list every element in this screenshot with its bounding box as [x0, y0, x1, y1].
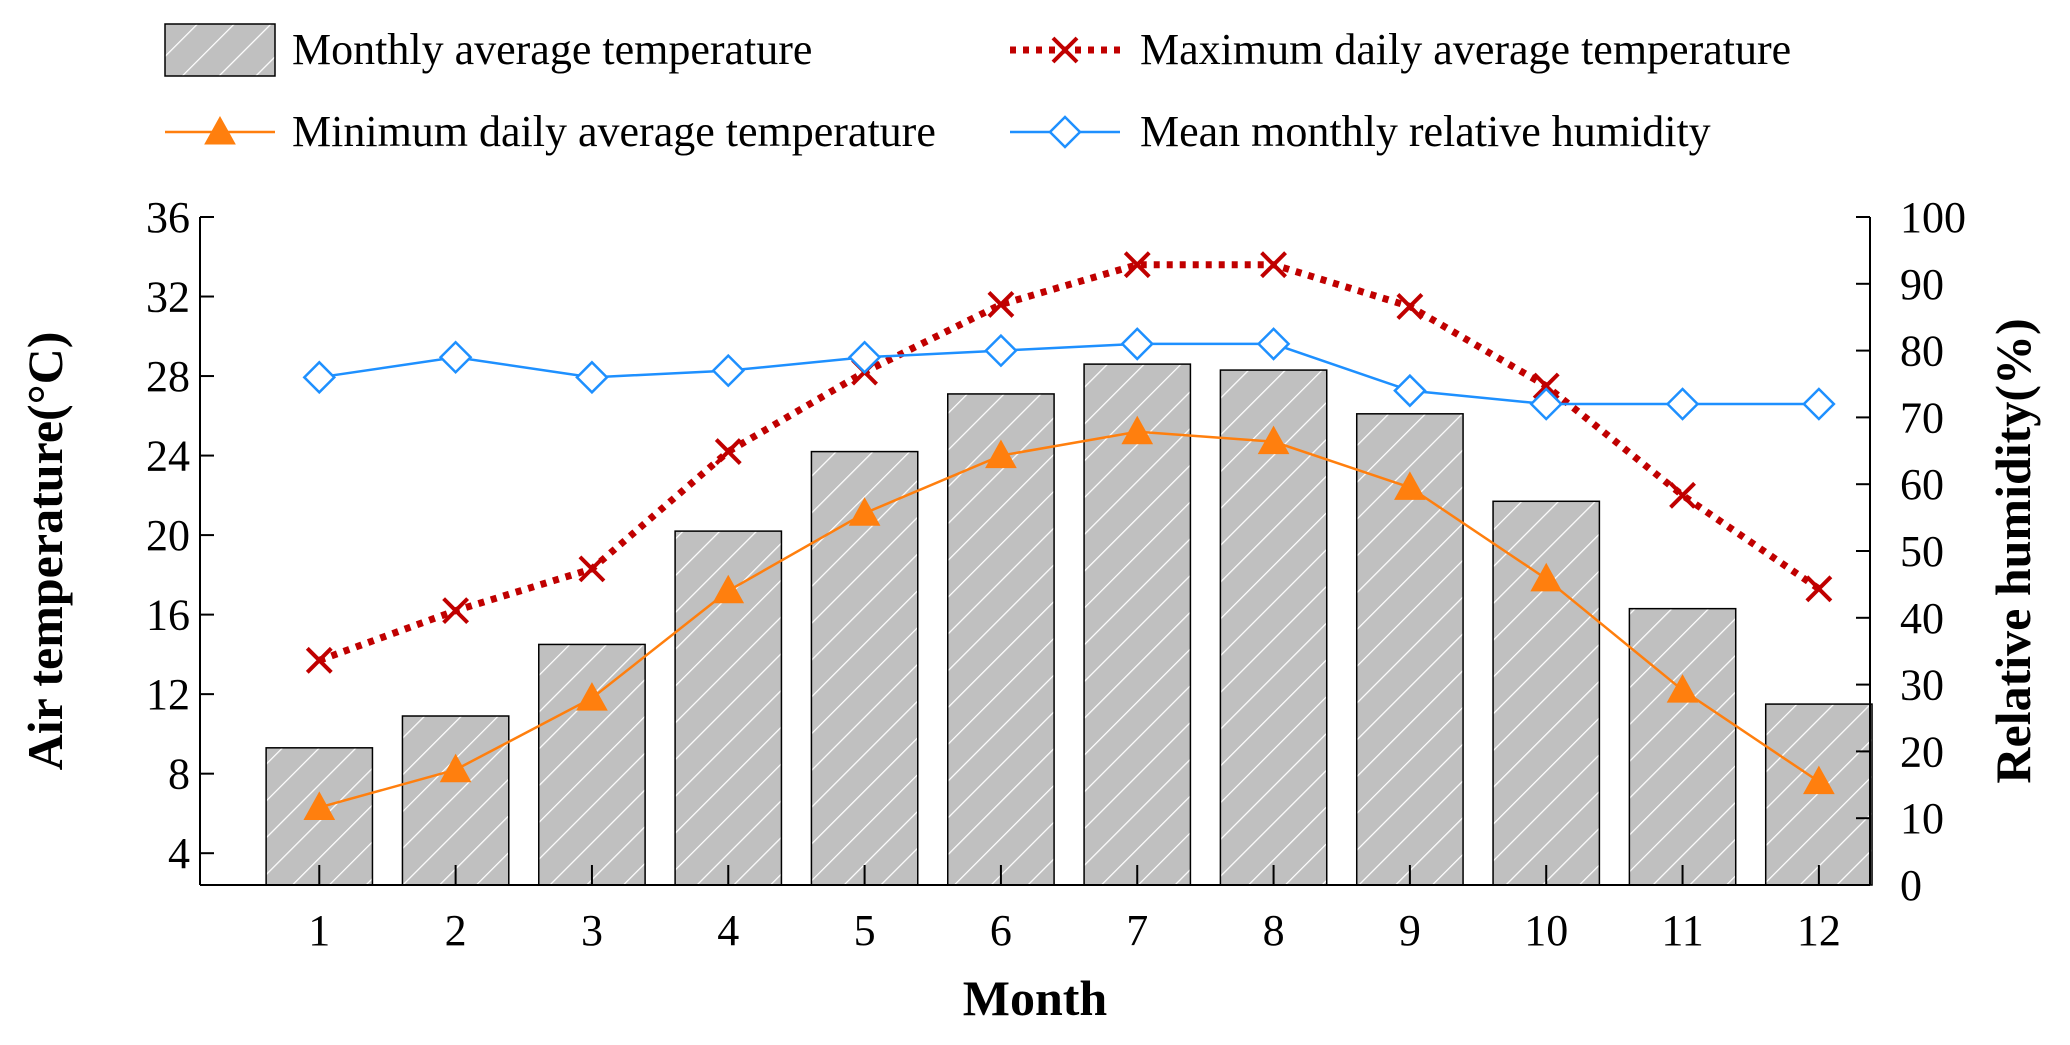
- mean-monthly-relative-humidity-point-8: [1256, 327, 1291, 361]
- minimum-daily-average-temperature-point-12: [1803, 765, 1835, 795]
- mean-monthly-relative-humidity-point-5: [847, 340, 882, 375]
- minimum-daily-average-temperature-point-1: [303, 791, 336, 820]
- mean-monthly-relative-humidity-point-7: [1120, 327, 1155, 361]
- x-tick-label: 12: [1797, 906, 1841, 955]
- maximum-daily-average-temperature-point-10: [1532, 372, 1560, 400]
- mean-monthly-relative-humidity-point-4: [711, 353, 746, 388]
- maximum-daily-average-temperature-point-12: [1805, 575, 1833, 603]
- legend-label-maximum-daily-average-temperature: Maximum daily average temperature: [1140, 25, 1791, 74]
- legend-label-minimum-daily-average-temperature: Minimum daily average temperature: [292, 107, 936, 156]
- minimum-daily-average-temperature-point-6: [985, 439, 1017, 469]
- y2-tick-label: 70: [1900, 393, 1944, 442]
- y2-tick-label: 60: [1900, 460, 1944, 509]
- x-tick-label: 8: [1263, 906, 1285, 955]
- minimum-daily-average-temperature-point-4: [712, 574, 745, 604]
- y-tick-label: 28: [146, 352, 190, 401]
- y-tick-label: 12: [146, 670, 190, 719]
- minimum-daily-average-temperature-point-11: [1666, 674, 1699, 703]
- mean-monthly-relative-humidity-line: [319, 342, 1819, 406]
- y-axis-title: Air temperature(°C): [17, 332, 73, 771]
- x-tick-label: 4: [717, 906, 739, 955]
- maximum-daily-average-temperature-point-6: [987, 291, 1015, 318]
- mean-monthly-relative-humidity-point-11: [1665, 387, 1700, 421]
- minimum-daily-average-temperature-point-8: [1257, 425, 1290, 455]
- bars-layer: [265, 363, 1873, 886]
- bar-month-10: [1492, 500, 1601, 886]
- lines-layer: [302, 251, 1836, 820]
- legend-marker-maximum-daily-average-temperature: [1051, 36, 1079, 64]
- legend-label-mean-monthly-relative-humidity: Mean monthly relative humidity: [1140, 107, 1711, 156]
- y2-tick-label: 100: [1900, 193, 1966, 242]
- maximum-daily-average-temperature-point-4: [714, 438, 742, 466]
- maximum-daily-average-temperature-point-3: [578, 555, 606, 583]
- y-tick-label: 20: [146, 511, 190, 560]
- x-axis-title: Month: [963, 970, 1108, 1026]
- bar-month-2: [401, 715, 510, 886]
- x-tick-label: 1: [308, 906, 330, 955]
- maximum-daily-average-temperature-point-9: [1396, 293, 1424, 320]
- y-tick-label: 16: [146, 591, 190, 640]
- maximum-daily-average-temperature-point-11: [1669, 481, 1696, 509]
- maximum-daily-average-temperature-line: [318, 261, 1821, 664]
- y-tick-label: 24: [146, 432, 190, 481]
- minimum-daily-average-temperature-point-9: [1394, 471, 1426, 500]
- y2-tick-label: 10: [1900, 794, 1944, 843]
- maximum-daily-average-temperature-point-2: [442, 597, 470, 625]
- y2-tick-label: 0: [1900, 861, 1922, 910]
- y-tick-label: 36: [146, 193, 190, 242]
- y2-tick-label: 40: [1900, 594, 1944, 643]
- x-tick-label: 10: [1524, 906, 1568, 955]
- x-tick-label: 6: [990, 906, 1012, 955]
- y2-tick-label: 80: [1900, 327, 1944, 376]
- legend-swatch-monthly-average-temperature: [164, 23, 276, 77]
- x-tick-label: 11: [1661, 906, 1703, 955]
- legend-marker-minimum-daily-average-temperature: [204, 115, 236, 145]
- y-tick-label: 32: [146, 273, 190, 322]
- y-tick-label: 8: [168, 750, 190, 799]
- minimum-daily-average-temperature-point-3: [576, 682, 608, 711]
- x-tick-label: 7: [1126, 906, 1148, 955]
- minimum-daily-average-temperature-point-7: [1121, 415, 1154, 445]
- mean-monthly-relative-humidity-point-9: [1393, 373, 1427, 408]
- mean-monthly-relative-humidity-point-1: [302, 360, 337, 395]
- y-tick-label: 4: [168, 829, 190, 878]
- minimum-daily-average-temperature-line: [318, 430, 1820, 809]
- mean-monthly-relative-humidity-point-3: [575, 360, 609, 395]
- bar-month-12: [1764, 703, 1873, 886]
- mean-monthly-relative-humidity-point-10: [1529, 387, 1563, 421]
- x-tick-label: 9: [1399, 906, 1421, 955]
- y2-tick-label: 90: [1900, 260, 1944, 309]
- legend-label-monthly-average-temperature: Monthly average temperature: [292, 25, 812, 74]
- bar-month-3: [538, 643, 646, 886]
- y2-axis-title: Relative humidity(%): [1985, 318, 2041, 783]
- y2-tick-label: 30: [1900, 661, 1944, 710]
- bar-month-11: [1628, 607, 1737, 886]
- maximum-daily-average-temperature-point-1: [305, 646, 333, 674]
- maximum-daily-average-temperature-point-7: [1123, 251, 1151, 279]
- bar-month-6: [947, 393, 1055, 886]
- minimum-daily-average-temperature-point-10: [1530, 562, 1563, 592]
- legend-marker-mean-monthly-relative-humidity: [1048, 115, 1082, 149]
- x-tick-label: 5: [854, 906, 876, 955]
- mean-monthly-relative-humidity-point-12: [1802, 387, 1836, 421]
- mean-monthly-relative-humidity-point-6: [984, 333, 1018, 368]
- y2-tick-label: 20: [1900, 727, 1944, 776]
- mean-monthly-relative-humidity-point-2: [438, 340, 473, 375]
- minimum-daily-average-temperature-point-2: [439, 753, 472, 783]
- maximum-daily-average-temperature-point-8: [1260, 251, 1287, 279]
- y2-tick-label: 50: [1900, 527, 1944, 576]
- minimum-daily-average-temperature-point-5: [848, 497, 881, 526]
- legend: Monthly average temperature Maximum daily…: [164, 23, 1791, 156]
- x-tick-label: 3: [581, 906, 603, 955]
- x-tick-label: 2: [445, 906, 467, 955]
